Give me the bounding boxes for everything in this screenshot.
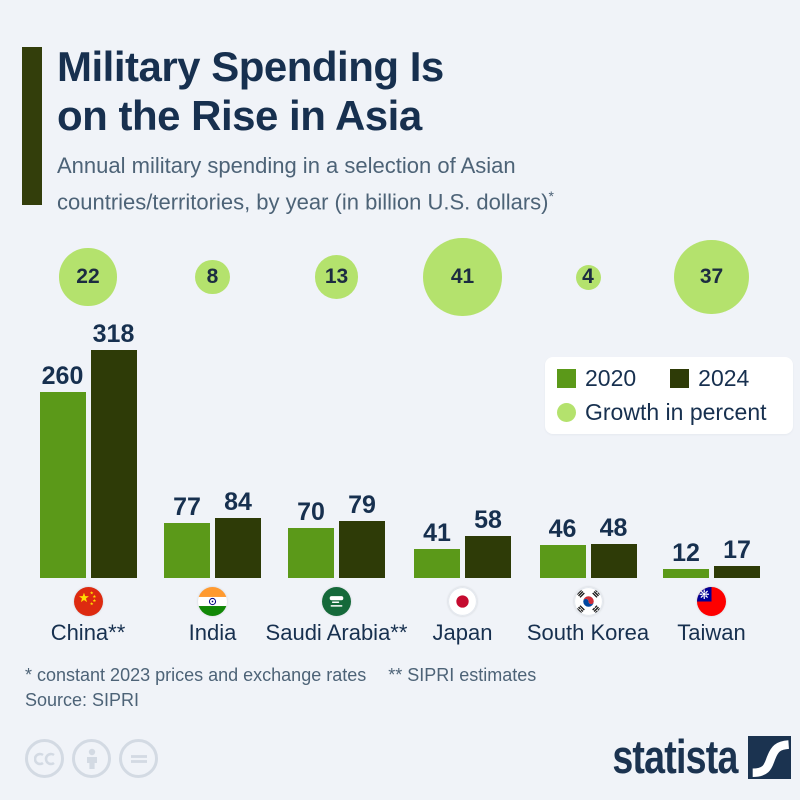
growth-value: 13 (324, 264, 349, 288)
title-line-2: on the Rise in Asia (57, 92, 422, 139)
growth-bubble-japan: 41 (423, 237, 502, 317)
bar-2024-india (215, 517, 261, 578)
bar-group-taiwan: 37 12 17 Taiwan (632, 0, 792, 800)
bar-2020-china (39, 391, 86, 578)
footnote-2: ** SIPRI estimates (388, 665, 537, 685)
bar-2024-japan (465, 536, 511, 578)
value-label-2024: 84 (224, 487, 252, 516)
chart-subtitle: Annual military spending in a selection … (57, 151, 554, 217)
bar-2024-saudi-arabia (339, 521, 385, 578)
bar-2024-south-korea (590, 543, 637, 578)
legend-swatch-2024 (670, 369, 690, 388)
growth-value: 4 (582, 265, 594, 288)
category-label-india: India (188, 620, 237, 645)
page-title: Military Spending Is on the Rise in Asia (57, 42, 444, 140)
growth-bubble-china: 22 (59, 248, 117, 306)
chart-legend: 2020 2024 Growth in percent (545, 357, 793, 434)
growth-value: 8 (206, 264, 219, 288)
value-label-2020: 41 (423, 518, 451, 547)
value-label-2024: 79 (348, 491, 376, 520)
title-line-1: Military Spending Is (57, 43, 444, 90)
subtitle-line-2: countries/territories, by year (in billi… (57, 188, 554, 215)
value-label-2024: 58 (474, 506, 502, 535)
legend-row-years: 2020 2024 (557, 365, 793, 392)
bar-2020-south-korea (539, 545, 586, 578)
bar-group-south-korea: 4 46 48 South Korea (508, 0, 668, 800)
bar-2024-taiwan (714, 565, 760, 578)
cc-license-badges (25, 739, 158, 778)
value-label-2020: 77 (173, 492, 201, 521)
bar-2020-taiwan (663, 569, 709, 578)
legend-label-2024: 2024 (698, 365, 750, 391)
value-label-2020: 70 (297, 497, 325, 526)
category-label-taiwan: Taiwan (677, 620, 746, 645)
flag-japan-icon (448, 587, 477, 616)
category-label-china: China** (50, 620, 126, 645)
title-accent-bar (22, 47, 42, 205)
bar-group-saudi-arabia: 13 70 79 Saudi Arabia** (257, 0, 417, 800)
value-label-2024: 17 (723, 535, 751, 564)
statista-logo-mark (748, 736, 791, 779)
cc-icon[interactable] (25, 739, 64, 778)
growth-bubble-saudi-arabia: 13 (314, 255, 359, 299)
flag-taiwan-icon (697, 587, 726, 616)
growth-bubble-south-korea: 4 (575, 264, 601, 290)
bar-group-japan: 41 41 58 Japan (383, 0, 543, 800)
flag-india-icon (198, 587, 227, 616)
source-line: Source: SIPRI (25, 690, 140, 710)
bar-2020-saudi-arabia (288, 527, 334, 578)
bar-2020-japan (414, 548, 460, 578)
cc-attribution-icon[interactable] (72, 739, 111, 778)
flag-saudi-arabia-icon (322, 587, 351, 616)
value-label-2020: 46 (548, 515, 577, 543)
statista-logo[interactable]: statista (581, 730, 791, 783)
bar-group-india: 8 77 84 India (133, 0, 293, 800)
bar-2020-india (164, 522, 210, 578)
bar-2024-china (90, 349, 137, 578)
footnotes: * constant 2023 prices and exchange rate… (25, 665, 536, 686)
growth-value: 22 (76, 264, 100, 288)
growth-value: 41 (450, 264, 475, 288)
value-label-2024: 48 (599, 513, 628, 542)
value-label-2024: 318 (92, 319, 135, 348)
footnote-1: * constant 2023 prices and exchange rate… (25, 665, 367, 685)
growth-bubble-taiwan: 37 (674, 239, 749, 315)
category-label-south-korea: South Korea (526, 620, 650, 645)
footnote-marker: * (548, 188, 554, 204)
bar-group-china: 22 260 318 China** (8, 0, 168, 800)
value-label-2020: 260 (41, 361, 84, 390)
legend-swatch-2020 (557, 369, 576, 388)
growth-value: 37 (699, 264, 724, 288)
legend-label-growth: Growth in percent (585, 399, 767, 425)
flag-china-icon (73, 587, 103, 616)
subtitle-line-1: Annual military spending in a selection … (57, 153, 516, 178)
statista-logo-text: statista (612, 730, 739, 783)
cc-nd-icon[interactable] (119, 739, 158, 778)
legend-swatch-growth (557, 403, 576, 422)
category-label-japan: Japan (432, 620, 493, 645)
legend-label-2020: 2020 (585, 365, 637, 391)
flag-south-korea-icon (573, 587, 603, 616)
category-label-saudi-arabia: Saudi Arabia** (265, 620, 408, 645)
legend-row-growth: Growth in percent (557, 399, 793, 426)
growth-bubble-india: 8 (195, 259, 230, 295)
value-label-2020: 12 (672, 539, 700, 568)
